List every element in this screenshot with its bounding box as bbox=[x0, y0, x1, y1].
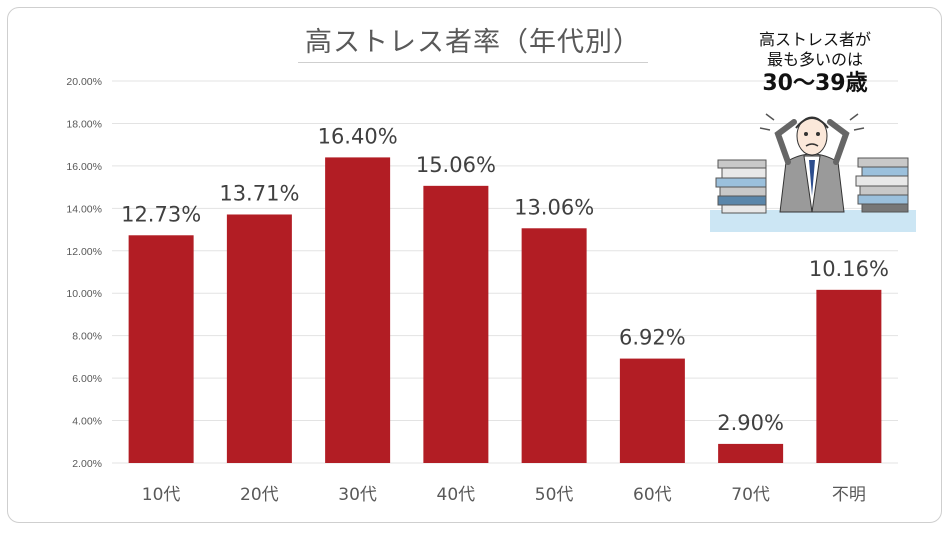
y-tick-label: 8.00% bbox=[72, 331, 102, 343]
data-label: 6.92% bbox=[619, 326, 686, 350]
x-tick-label: 60代 bbox=[633, 485, 672, 505]
y-tick-label: 18.00% bbox=[66, 118, 102, 130]
bar bbox=[423, 185, 489, 464]
stressed-businessman-icon bbox=[710, 113, 916, 232]
callout: 高ストレス者が 最も多いのは 30〜39歳 bbox=[730, 30, 900, 98]
x-tick-labels: 10代 20代 30代 40代 50代 60代 70代 不明 bbox=[142, 485, 866, 505]
bar bbox=[619, 358, 685, 463]
bar bbox=[325, 157, 391, 463]
y-tick-label: 16.00% bbox=[66, 161, 102, 173]
x-tick-label: 50代 bbox=[535, 485, 574, 505]
data-label: 10.16% bbox=[809, 257, 889, 281]
x-tick-label: 10代 bbox=[142, 485, 181, 505]
bars bbox=[128, 157, 882, 464]
bar bbox=[521, 228, 587, 463]
callout-line-2: 最も多いのは bbox=[766, 50, 863, 69]
callout-line-1: 高ストレス者が bbox=[758, 30, 871, 49]
y-tick-label: 12.00% bbox=[66, 246, 102, 258]
x-tick-label: 70代 bbox=[731, 485, 770, 505]
title-underline bbox=[298, 62, 648, 63]
x-tick-label: 30代 bbox=[338, 485, 377, 505]
callout-line-3: 30〜39歳 bbox=[762, 71, 868, 96]
data-label: 16.40% bbox=[318, 124, 398, 148]
y-tick-label: 20.00% bbox=[66, 76, 102, 88]
bar bbox=[226, 214, 292, 463]
x-tick-label: 20代 bbox=[240, 485, 279, 505]
y-tick-label: 6.00% bbox=[72, 373, 102, 385]
y-tick-labels: 2.00% 4.00% 6.00% 8.00% 10.00% 12.00% 14.00% 16… bbox=[66, 76, 102, 470]
data-label: 12.73% bbox=[121, 202, 201, 226]
data-labels: 12.73% 13.71% 16.40% 15.06% 13.06% 6.92% 2.90%… bbox=[121, 124, 889, 435]
x-tick-label: 40代 bbox=[437, 485, 476, 505]
data-label: 15.06% bbox=[416, 153, 496, 177]
data-label: 13.06% bbox=[514, 195, 594, 219]
data-label: 2.90% bbox=[717, 411, 784, 435]
y-tick-label: 2.00% bbox=[72, 458, 102, 470]
chart-title: 高ストレス者率（年代別） bbox=[305, 27, 641, 58]
y-tick-label: 4.00% bbox=[72, 416, 102, 428]
data-label: 13.71% bbox=[219, 181, 299, 205]
bar bbox=[128, 235, 194, 463]
x-tick-label: 不明 bbox=[832, 485, 866, 505]
y-tick-label: 10.00% bbox=[66, 288, 102, 300]
bar bbox=[718, 443, 784, 463]
bar bbox=[816, 289, 882, 463]
y-tick-label: 14.00% bbox=[66, 203, 102, 215]
